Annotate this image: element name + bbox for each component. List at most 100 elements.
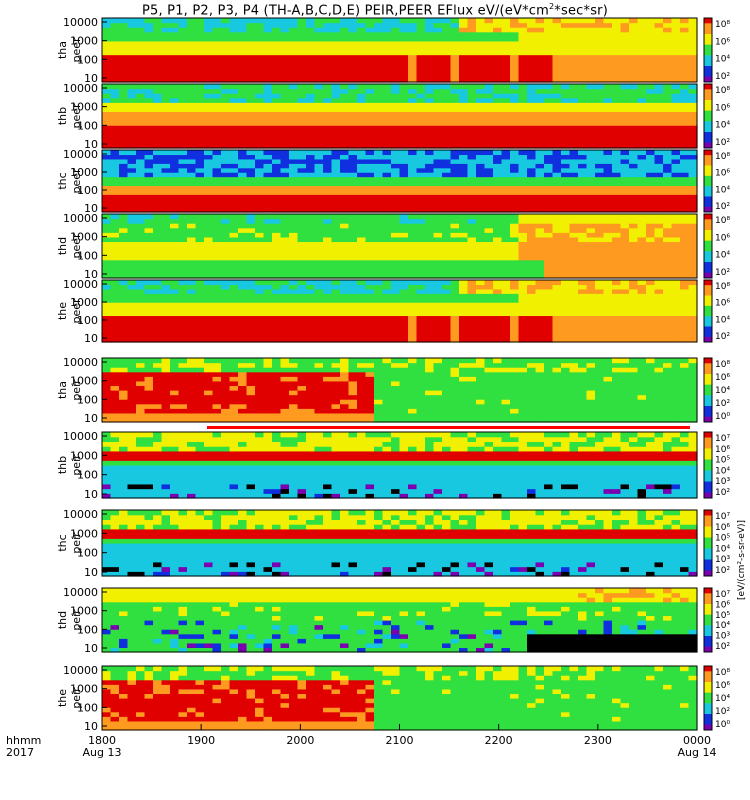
heatmap-cell [425,198,435,204]
heatmap-cell [399,59,409,65]
heatmap-cell [187,167,197,173]
heatmap-cell [365,232,375,238]
heatmap-cell [255,181,265,187]
heatmap-cell [255,214,265,220]
heatmap-cell [340,241,350,247]
heatmap-cell [178,106,188,113]
heatmap-cell [501,337,511,343]
heatmap-cell [382,255,392,261]
heatmap-cell [289,31,299,37]
heatmap-cell [331,185,341,191]
heatmap-cell [119,72,129,79]
heatmap-cell [629,106,639,113]
heatmap-cell [654,203,664,209]
heatmap-cell [467,189,477,195]
heatmap-cell [637,50,647,56]
heatmap-cell [195,154,205,160]
heatmap-cell [433,189,443,195]
heatmap-cell [646,45,656,51]
heatmap-cell [459,102,469,108]
heatmap-cell [255,315,265,321]
heatmap-cell [314,288,324,294]
heatmap-cell [408,116,418,122]
heatmap-cell [229,50,239,56]
heatmap-cell [110,143,120,149]
heatmap-cell [144,214,154,220]
heatmap-cell [671,337,681,343]
heatmap-cell [161,333,171,339]
heatmap-cell [340,40,350,47]
heatmap-cell [663,111,673,117]
heatmap-cell [569,59,579,65]
heatmap-cell [603,297,613,303]
colorbar-segment [704,94,712,101]
heatmap-cell [297,150,307,156]
heatmap-cell [671,68,681,74]
heatmap-cell [399,27,409,33]
heatmap-cell [637,84,647,90]
heatmap-cell [493,214,503,220]
heatmap-cell [518,268,528,275]
heatmap-cell [467,232,477,238]
heatmap-cell [544,143,554,149]
heatmap-cell [127,232,137,238]
heatmap-cell [629,111,639,117]
heatmap-cell [425,324,435,330]
heatmap-cell [119,40,129,47]
heatmap-cell [357,311,367,317]
heatmap-cell [365,154,375,160]
heatmap-cell [246,154,256,160]
heatmap-cell [297,172,307,178]
heatmap-cell [544,45,554,51]
heatmap-cell [527,232,537,238]
heatmap-cell [425,54,435,60]
heatmap-cell [119,120,129,126]
heatmap-cell [595,84,605,90]
heatmap-cell [663,31,673,37]
heatmap-cell [612,268,622,275]
heatmap-cell [238,143,248,149]
heatmap-cell [382,167,392,173]
heatmap-cell [306,31,316,37]
heatmap-cell [399,284,409,290]
heatmap-cell [102,54,112,60]
heatmap-cell [331,22,341,28]
y-tick-label: 10 [84,72,98,85]
heatmap-cell [476,337,486,343]
heatmap-cell [314,36,324,42]
heatmap-cell [578,297,588,303]
heatmap-cell [340,68,350,74]
heatmap-cell [323,203,333,209]
heatmap-cell [153,214,163,220]
heatmap-cell [569,163,579,169]
heatmap-cell [578,163,588,169]
heatmap-cell [510,328,520,334]
heatmap-cell [229,116,239,122]
heatmap-cell [127,223,137,229]
heatmap-cell [297,36,307,42]
heatmap-cell [416,280,426,286]
heatmap-cell [595,293,605,299]
heatmap-cell [671,111,681,117]
heatmap-cell [620,106,630,113]
heatmap-cell [399,189,409,195]
heatmap-cell [263,143,273,149]
heatmap-cell [501,97,511,103]
heatmap-cell [484,246,494,252]
heatmap-cell [620,59,630,65]
heatmap-cell [637,268,647,275]
heatmap-cell [340,22,350,28]
heatmap-cell [399,120,409,126]
heatmap-cell [501,223,511,229]
heatmap-cell [408,36,418,42]
panel-probe-label: thb [56,107,69,125]
heatmap-cell [340,207,350,213]
heatmap-cell [255,250,265,256]
heatmap-cell [442,189,452,195]
heatmap-cell [586,185,596,191]
heatmap-cell [382,232,392,238]
heatmap-cell [280,68,290,74]
heatmap-cell [646,167,656,173]
heatmap-cell [340,268,350,275]
heatmap-cell [331,207,341,213]
